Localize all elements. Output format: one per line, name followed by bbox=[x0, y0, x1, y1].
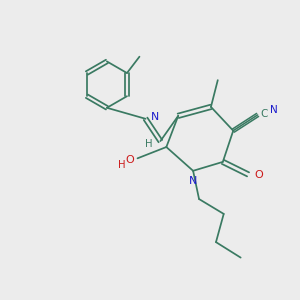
Text: N: N bbox=[189, 176, 198, 186]
Text: C: C bbox=[261, 109, 268, 119]
Text: N: N bbox=[270, 105, 278, 115]
Text: H: H bbox=[146, 139, 153, 149]
Text: O: O bbox=[254, 170, 263, 180]
Text: O: O bbox=[126, 154, 134, 164]
Text: N: N bbox=[151, 112, 159, 122]
Text: H: H bbox=[118, 160, 125, 170]
